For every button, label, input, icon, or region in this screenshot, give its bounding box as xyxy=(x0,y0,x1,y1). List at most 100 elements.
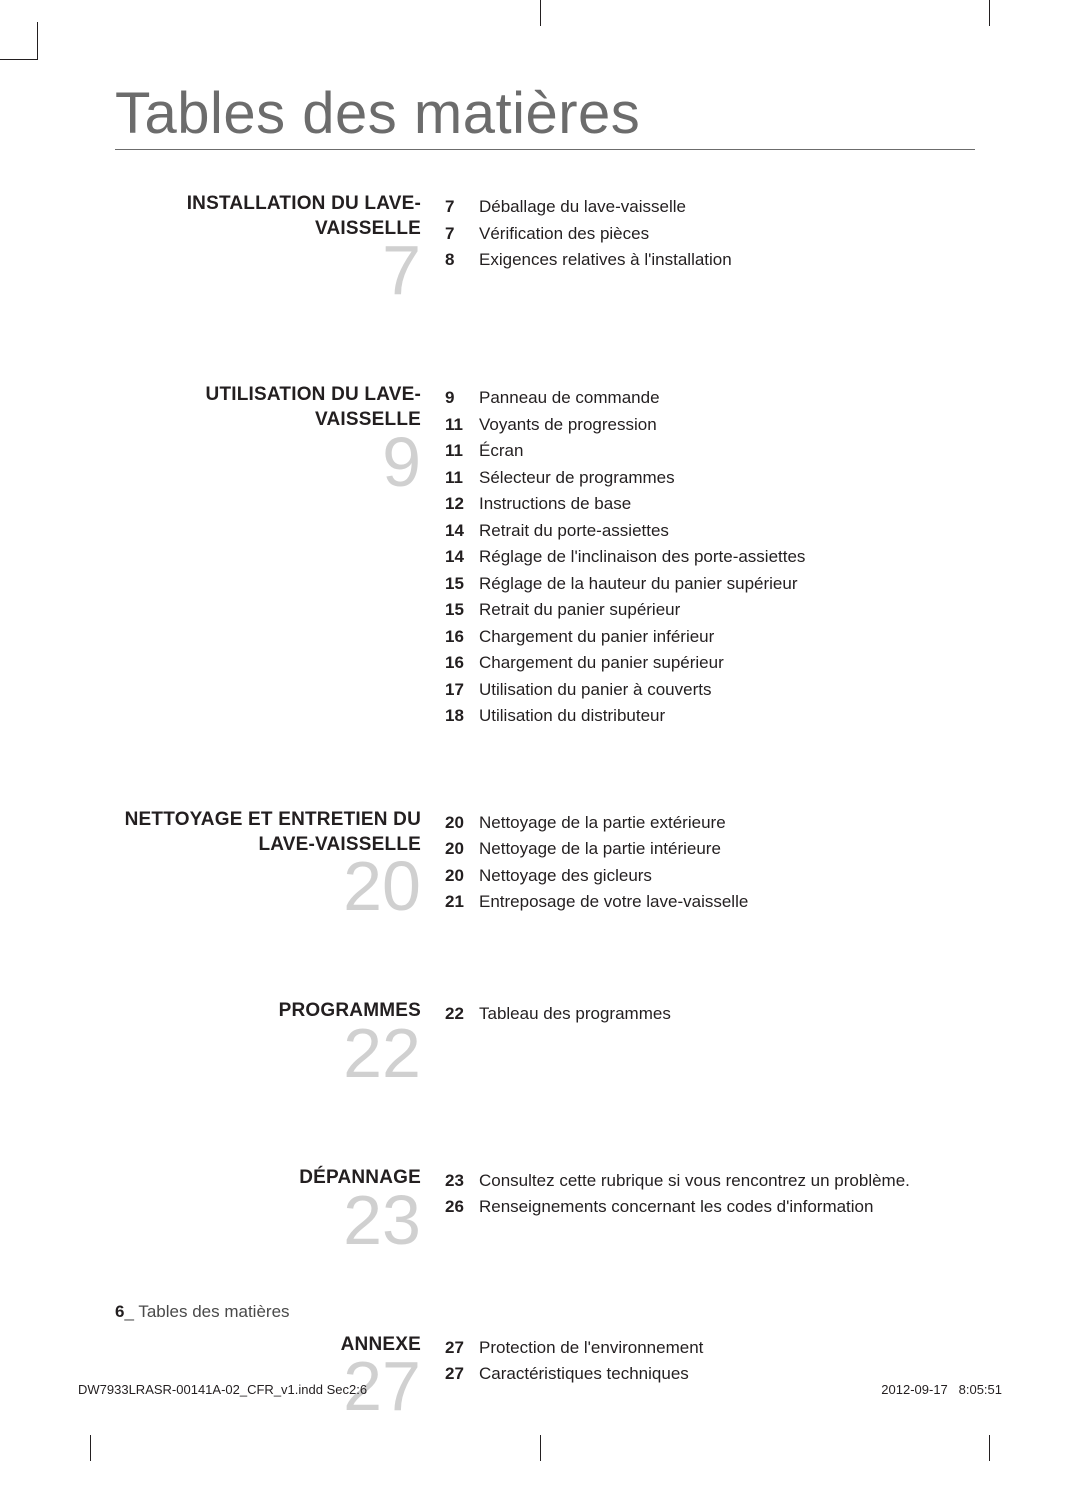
toc-entry-label: Panneau de commande xyxy=(479,385,975,411)
toc-section-entries: 20Nettoyage de la partie extérieure20Net… xyxy=(445,808,975,921)
toc-entry: 9Panneau de commande xyxy=(445,385,975,411)
toc-entry-page: 15 xyxy=(445,571,479,597)
toc-entry-page: 16 xyxy=(445,650,479,676)
crop-mark xyxy=(540,0,541,26)
footer-page-ref: 6_ Tables des matières xyxy=(115,1302,290,1322)
toc-section-left: DÉPANNAGE23 xyxy=(115,1166,445,1255)
toc-entry-label: Écran xyxy=(479,438,975,464)
toc-entry-page: 16 xyxy=(445,624,479,650)
toc-entry-label: Déballage du lave-vaisselle xyxy=(479,194,975,220)
toc-entry-label: Chargement du panier supérieur xyxy=(479,650,975,676)
toc-section-entries: 9Panneau de commande11Voyants de progres… xyxy=(445,383,975,730)
toc-entry-page: 27 xyxy=(445,1335,479,1361)
toc-entry: 17Utilisation du panier à couverts xyxy=(445,677,975,703)
toc-section-left: ANNEXE27 xyxy=(115,1333,445,1422)
toc-entry-label: Chargement du panier inférieur xyxy=(479,624,975,650)
toc-entry: 21Entreposage de votre lave-vaisselle xyxy=(445,889,975,915)
toc-entry-label: Réglage de la hauteur du panier supérieu… xyxy=(479,571,975,597)
toc-section: UTILISATION DU LAVE-VAISSELLE99Panneau d… xyxy=(115,383,975,730)
toc-entry-page: 14 xyxy=(445,518,479,544)
toc-entry-page: 7 xyxy=(445,194,479,220)
toc-entry: 20Nettoyage des gicleurs xyxy=(445,863,975,889)
toc-entry: 26Renseignements concernant les codes d'… xyxy=(445,1194,975,1220)
footer-page-suffix: _ Tables des matières xyxy=(124,1302,289,1321)
toc-entry: 15Réglage de la hauteur du panier supéri… xyxy=(445,571,975,597)
toc-entry: 16Chargement du panier supérieur xyxy=(445,650,975,676)
toc-entry-label: Protection de l'environnement xyxy=(479,1335,975,1361)
page-content: Tables des matières INSTALLATION DU LAVE… xyxy=(115,80,975,1499)
toc-section-big-number: 9 xyxy=(115,427,421,497)
toc-entry-label: Entreposage de votre lave-vaisselle xyxy=(479,889,975,915)
toc-section-entries: 23Consultez cette rubrique si vous renco… xyxy=(445,1166,975,1255)
toc-entry: 14Réglage de l'inclinaison des porte-ass… xyxy=(445,544,975,570)
toc-entry-page: 22 xyxy=(445,1001,479,1027)
crop-mark xyxy=(989,0,990,26)
toc-entry: 18Utilisation du distributeur xyxy=(445,703,975,729)
footer-time: 8:05:51 xyxy=(959,1382,1002,1397)
toc-entry-label: Vérification des pièces xyxy=(479,221,975,247)
toc-entry-label: Instructions de base xyxy=(479,491,975,517)
toc-entry-label: Exigences relatives à l'installation xyxy=(479,247,975,273)
toc-entry-label: Nettoyage de la partie intérieure xyxy=(479,836,975,862)
toc-section: ANNEXE2727Protection de l'environnement2… xyxy=(115,1333,975,1422)
toc-section-big-number: 7 xyxy=(115,235,421,305)
toc-section: NETTOYAGE ET ENTRETIEN DU LAVE-VAISSELLE… xyxy=(115,808,975,921)
toc-section-entries: 22Tableau des programmes xyxy=(445,999,975,1088)
toc-entry: 11Voyants de progression xyxy=(445,412,975,438)
toc-entry: 8Exigences relatives à l'installation xyxy=(445,247,975,273)
toc-entry-page: 15 xyxy=(445,597,479,623)
toc-entry-label: Utilisation du distributeur xyxy=(479,703,975,729)
toc-entry-label: Consultez cette rubrique si vous rencont… xyxy=(479,1168,975,1194)
toc-entry-label: Retrait du panier supérieur xyxy=(479,597,975,623)
toc-entry: 27Protection de l'environnement xyxy=(445,1335,975,1361)
toc-container: INSTALLATION DU LAVE-VAISSELLE77Déballag… xyxy=(115,192,975,1421)
crop-mark xyxy=(989,1435,990,1461)
footer-meta: DW7933LRASR-00141A-02_CFR_v1.indd Sec2:6… xyxy=(78,1382,1002,1397)
toc-entry-page: 8 xyxy=(445,247,479,273)
toc-entry: 7Déballage du lave-vaisselle xyxy=(445,194,975,220)
toc-section-big-number: 23 xyxy=(115,1185,421,1255)
toc-entry-page: 20 xyxy=(445,863,479,889)
toc-entry: 11Écran xyxy=(445,438,975,464)
toc-entry-label: Nettoyage de la partie extérieure xyxy=(479,810,975,836)
toc-entry-label: Utilisation du panier à couverts xyxy=(479,677,975,703)
toc-entry: 7Vérification des pièces xyxy=(445,221,975,247)
toc-section-left: PROGRAMMES22 xyxy=(115,999,445,1088)
toc-section-big-number: 22 xyxy=(115,1018,421,1088)
toc-section-left: INSTALLATION DU LAVE-VAISSELLE7 xyxy=(115,192,445,305)
toc-section-entries: 27Protection de l'environnement27Caracté… xyxy=(445,1333,975,1422)
toc-entry: 11Sélecteur de programmes xyxy=(445,465,975,491)
toc-entry-page: 20 xyxy=(445,836,479,862)
toc-entry-label: Retrait du porte-assiettes xyxy=(479,518,975,544)
toc-entry-page: 14 xyxy=(445,544,479,570)
toc-entry-page: 20 xyxy=(445,810,479,836)
toc-entry-page: 11 xyxy=(445,465,479,491)
toc-entry-page: 23 xyxy=(445,1168,479,1194)
toc-entry: 23Consultez cette rubrique si vous renco… xyxy=(445,1168,975,1194)
toc-entry-label: Nettoyage des gicleurs xyxy=(479,863,975,889)
toc-entry: 20Nettoyage de la partie extérieure xyxy=(445,810,975,836)
footer-datetime: 2012-09-17 8:05:51 xyxy=(881,1382,1002,1397)
toc-section: INSTALLATION DU LAVE-VAISSELLE77Déballag… xyxy=(115,192,975,305)
toc-section: PROGRAMMES2222Tableau des programmes xyxy=(115,999,975,1088)
toc-section-left: UTILISATION DU LAVE-VAISSELLE9 xyxy=(115,383,445,730)
toc-section-big-number: 20 xyxy=(115,851,421,921)
toc-entry-page: 26 xyxy=(445,1194,479,1220)
toc-entry-page: 12 xyxy=(445,491,479,517)
toc-entry-label: Renseignements concernant les codes d'in… xyxy=(479,1194,975,1220)
toc-section-left: NETTOYAGE ET ENTRETIEN DU LAVE-VAISSELLE… xyxy=(115,808,445,921)
toc-section-entries: 7Déballage du lave-vaisselle7Vérificatio… xyxy=(445,192,975,305)
page-title: Tables des matières xyxy=(115,80,975,150)
toc-entry-page: 7 xyxy=(445,221,479,247)
toc-entry-page: 11 xyxy=(445,438,479,464)
footer-file-ref: DW7933LRASR-00141A-02_CFR_v1.indd Sec2:6 xyxy=(78,1382,367,1397)
toc-entry: 22Tableau des programmes xyxy=(445,1001,975,1027)
toc-entry-page: 11 xyxy=(445,412,479,438)
footer-date: 2012-09-17 xyxy=(881,1382,948,1397)
toc-entry: 14Retrait du porte-assiettes xyxy=(445,518,975,544)
toc-entry-page: 9 xyxy=(445,385,479,411)
toc-entry-label: Sélecteur de programmes xyxy=(479,465,975,491)
toc-entry: 16Chargement du panier inférieur xyxy=(445,624,975,650)
toc-section-title: INSTALLATION DU LAVE-VAISSELLE xyxy=(115,192,421,241)
toc-entry: 20Nettoyage de la partie intérieure xyxy=(445,836,975,862)
